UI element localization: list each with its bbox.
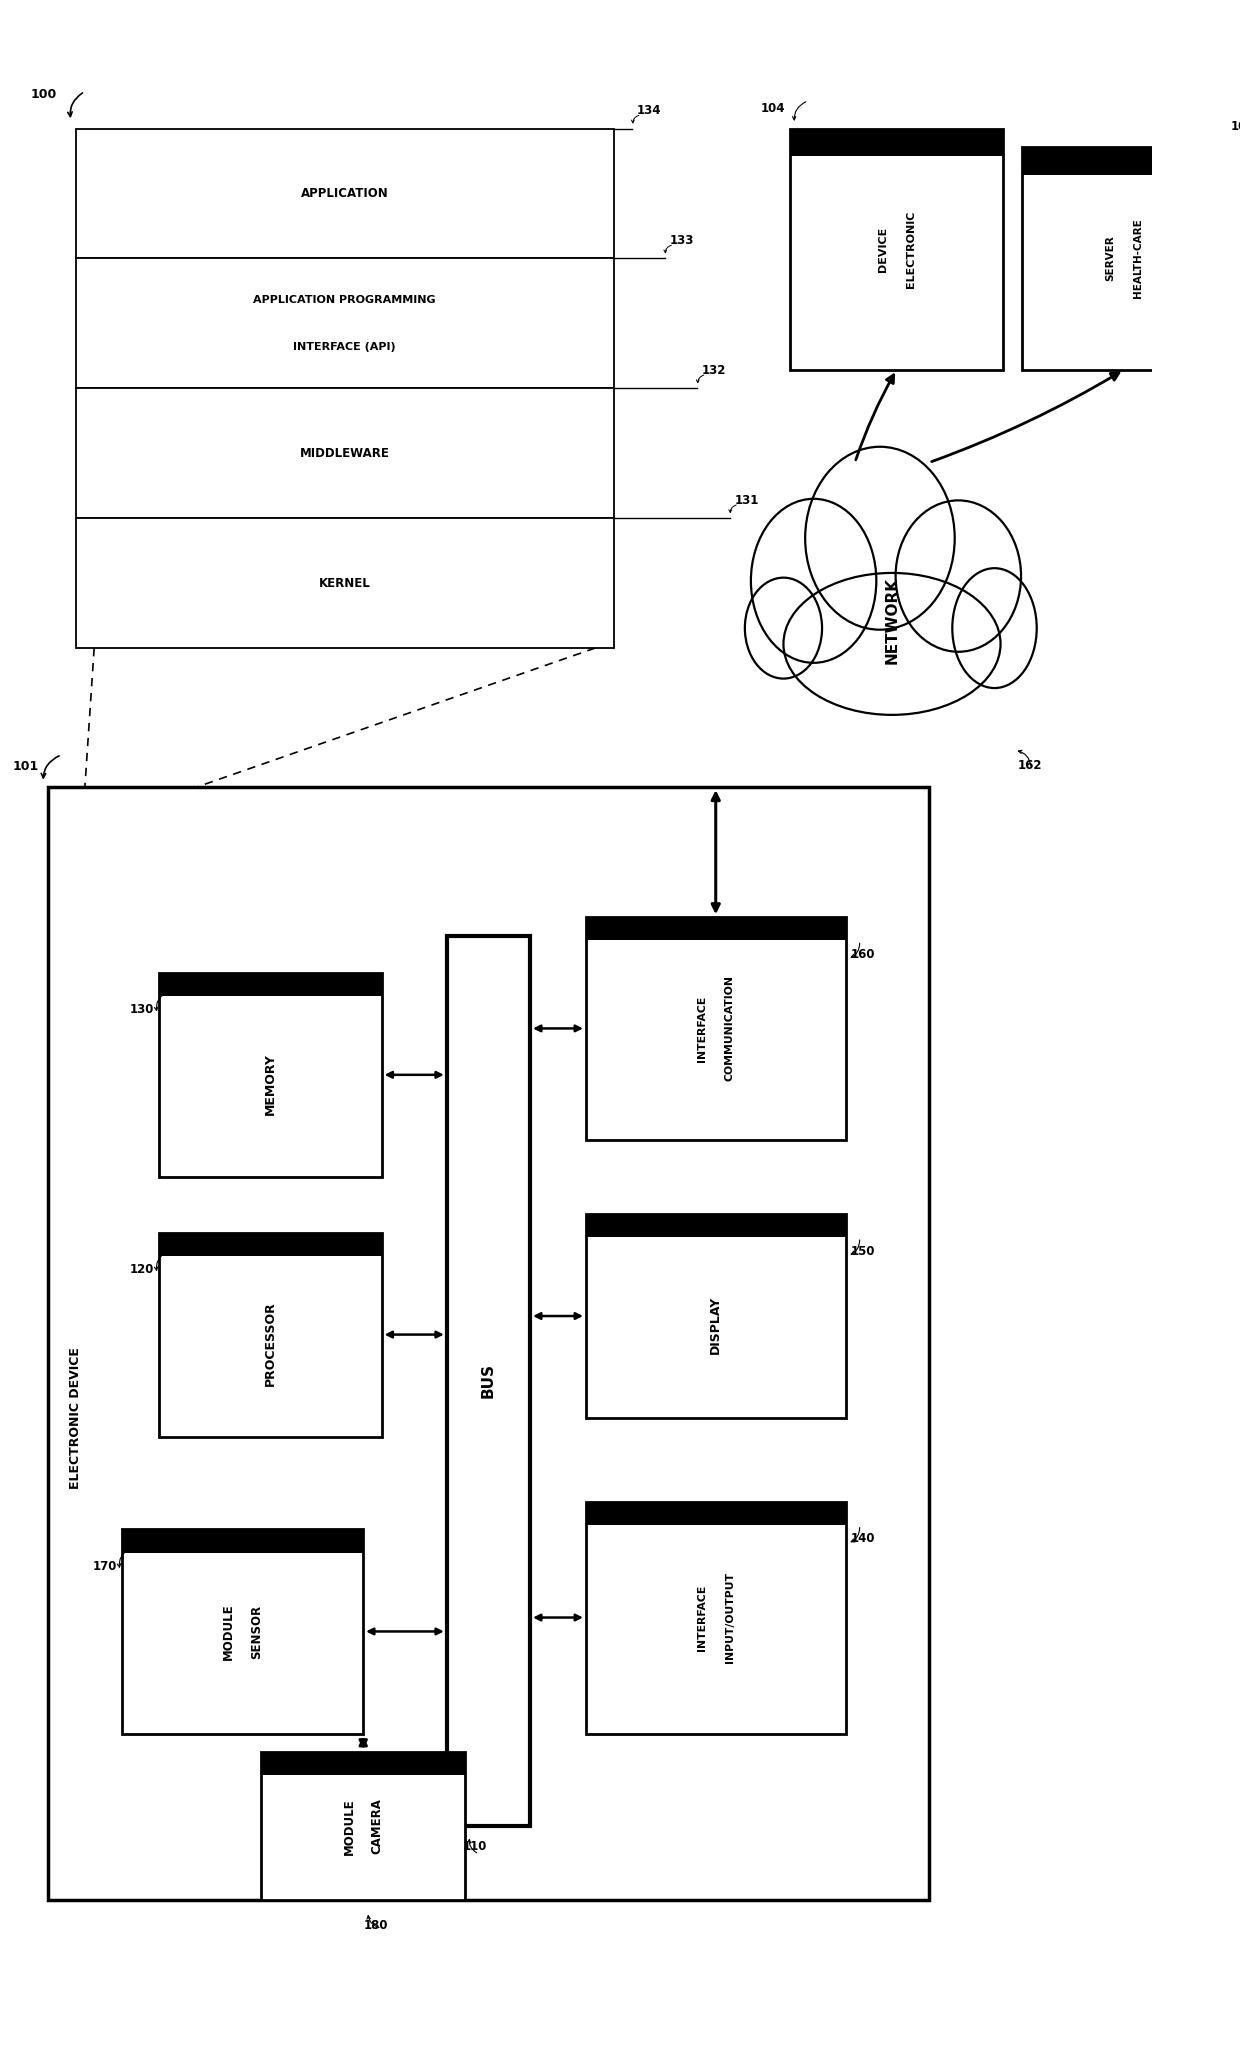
Text: 120: 120 bbox=[130, 1264, 155, 1276]
Bar bbox=[585, 1501, 846, 1524]
Text: DEVICE: DEVICE bbox=[878, 227, 888, 271]
Text: 131: 131 bbox=[734, 494, 759, 507]
Text: 160: 160 bbox=[851, 947, 874, 962]
Text: 133: 133 bbox=[670, 234, 693, 248]
Text: 101: 101 bbox=[12, 761, 38, 773]
Text: MIDDLEWARE: MIDDLEWARE bbox=[300, 447, 389, 459]
Text: INTERFACE: INTERFACE bbox=[697, 995, 707, 1061]
Text: 106: 106 bbox=[1230, 120, 1240, 132]
Bar bbox=[585, 1501, 846, 1733]
Text: 130: 130 bbox=[130, 1003, 155, 1015]
Ellipse shape bbox=[952, 569, 1037, 689]
Bar bbox=[76, 258, 614, 389]
Text: INPUT/OUTPUT: INPUT/OUTPUT bbox=[724, 1572, 734, 1663]
Bar bbox=[585, 1214, 846, 1237]
Text: SENSOR: SENSOR bbox=[250, 1605, 263, 1659]
Bar bbox=[790, 128, 1003, 157]
Text: PROCESSOR: PROCESSOR bbox=[264, 1301, 277, 1386]
Ellipse shape bbox=[745, 577, 822, 678]
Bar bbox=[159, 1233, 382, 1437]
Ellipse shape bbox=[751, 498, 877, 664]
Bar bbox=[262, 1752, 465, 1900]
Text: INTERFACE (API): INTERFACE (API) bbox=[294, 341, 396, 352]
Bar bbox=[122, 1530, 363, 1553]
Text: 180: 180 bbox=[363, 1919, 388, 1932]
Bar bbox=[76, 519, 614, 647]
Bar bbox=[159, 972, 382, 997]
Text: 100: 100 bbox=[31, 87, 57, 101]
Text: APPLICATION: APPLICATION bbox=[301, 186, 388, 201]
Text: COMMUNICATION: COMMUNICATION bbox=[724, 976, 734, 1082]
Text: HEALTH-CARE: HEALTH-CARE bbox=[1133, 219, 1143, 298]
Text: APPLICATION PROGRAMMING: APPLICATION PROGRAMMING bbox=[253, 296, 436, 306]
Text: INTERFACE: INTERFACE bbox=[697, 1584, 707, 1650]
Text: ELECTRONIC: ELECTRONIC bbox=[905, 211, 915, 287]
Bar bbox=[48, 788, 929, 1900]
Text: 150: 150 bbox=[851, 1245, 874, 1257]
Ellipse shape bbox=[805, 447, 955, 629]
Text: MEMORY: MEMORY bbox=[264, 1053, 277, 1115]
Bar bbox=[76, 389, 614, 519]
Bar bbox=[585, 916, 846, 941]
Bar bbox=[585, 1214, 846, 1419]
Bar bbox=[159, 1233, 382, 1255]
Text: SERVER: SERVER bbox=[1105, 236, 1115, 281]
Ellipse shape bbox=[895, 500, 1021, 651]
Text: 132: 132 bbox=[702, 364, 727, 376]
Bar bbox=[122, 1530, 363, 1733]
Text: 110: 110 bbox=[463, 1841, 487, 1853]
Text: 162: 162 bbox=[1017, 759, 1042, 771]
Text: 104: 104 bbox=[761, 101, 785, 114]
Text: BUS: BUS bbox=[481, 1363, 496, 1398]
Bar bbox=[790, 128, 1003, 370]
Bar bbox=[262, 1752, 465, 1774]
Text: KERNEL: KERNEL bbox=[319, 577, 371, 589]
Text: 134: 134 bbox=[637, 103, 661, 118]
Bar bbox=[76, 128, 614, 258]
Bar bbox=[1022, 147, 1226, 370]
Text: ELECTRONIC DEVICE: ELECTRONIC DEVICE bbox=[69, 1346, 82, 1489]
Text: 170: 170 bbox=[93, 1559, 118, 1574]
Text: CAMERA: CAMERA bbox=[371, 1799, 383, 1855]
Text: MODULE: MODULE bbox=[222, 1603, 236, 1661]
Ellipse shape bbox=[784, 573, 1001, 716]
Bar bbox=[159, 972, 382, 1177]
Text: DISPLAY: DISPLAY bbox=[709, 1297, 722, 1355]
Text: 140: 140 bbox=[851, 1532, 874, 1545]
Text: MODULE: MODULE bbox=[342, 1797, 356, 1855]
Text: NETWORK: NETWORK bbox=[884, 577, 899, 664]
Bar bbox=[446, 935, 531, 1826]
Bar bbox=[1022, 147, 1226, 176]
Bar bbox=[585, 916, 846, 1139]
